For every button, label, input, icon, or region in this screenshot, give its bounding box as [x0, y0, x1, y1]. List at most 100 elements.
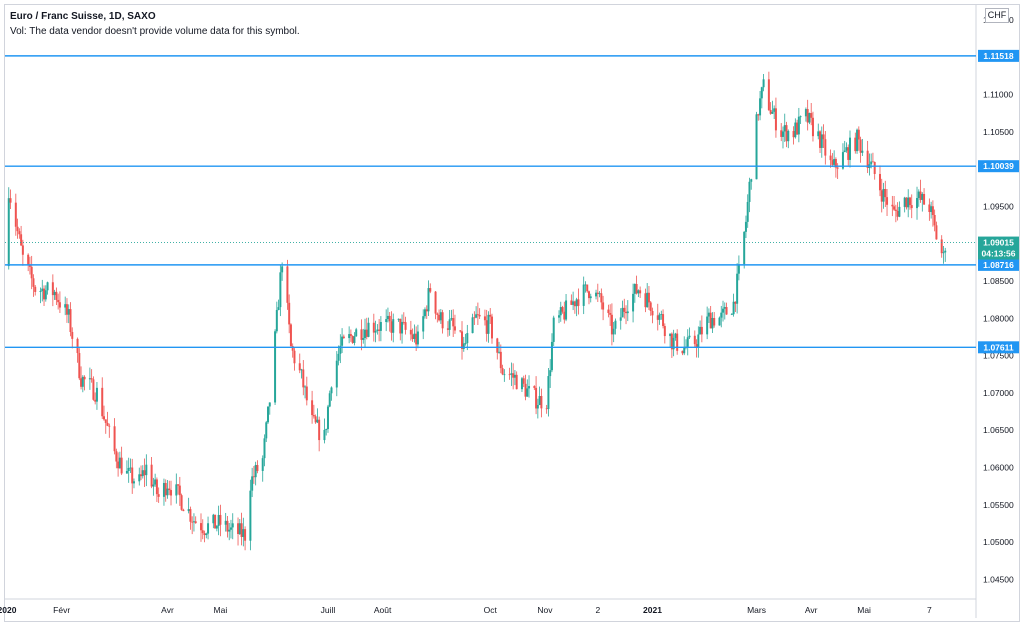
- candle-body: [834, 158, 837, 168]
- candle-body: [362, 338, 365, 340]
- time-tick-label: Mai: [214, 605, 228, 615]
- candle-body: [326, 406, 329, 430]
- candle-body: [824, 139, 827, 156]
- currency-button[interactable]: CHF: [985, 8, 1009, 23]
- candle-body: [607, 309, 610, 314]
- candle-body: [402, 321, 405, 323]
- candle-body: [217, 514, 220, 527]
- candle-body: [304, 386, 307, 388]
- candle-body: [256, 464, 259, 471]
- candle-body: [635, 283, 638, 294]
- candle-body: [931, 206, 934, 215]
- candle-body: [388, 315, 391, 322]
- candle-body: [268, 402, 271, 407]
- candle-body: [856, 129, 859, 152]
- candle-body: [95, 387, 98, 402]
- candle-body: [378, 329, 381, 331]
- candle-body: [83, 376, 86, 380]
- time-tick-label: Août: [374, 605, 392, 615]
- candle-body: [462, 343, 465, 349]
- candle-body: [351, 335, 354, 343]
- candle-body: [240, 523, 243, 537]
- symbol-title[interactable]: Euro / Franc Suisse, 1D, SAXO: [10, 11, 156, 22]
- candle-body: [379, 322, 382, 331]
- candle-body: [930, 206, 933, 213]
- candle-body: [67, 309, 70, 315]
- candle-body: [755, 114, 758, 180]
- candle-body: [180, 495, 183, 510]
- candle-body: [342, 336, 345, 339]
- candle-body: [681, 350, 684, 354]
- candle-body: [647, 292, 650, 303]
- candle-body: [353, 336, 356, 343]
- candle-body: [584, 284, 587, 286]
- candle-body: [792, 130, 795, 138]
- candle-body: [154, 479, 157, 485]
- candle-body: [820, 134, 823, 148]
- candle-body: [30, 266, 33, 279]
- candle-body: [748, 181, 751, 202]
- candle-body: [845, 147, 848, 151]
- candle-body: [799, 116, 802, 118]
- time-tick-label: 7: [927, 605, 932, 615]
- candle-body: [152, 484, 155, 487]
- candle-body: [760, 87, 763, 99]
- candle-body: [736, 273, 739, 304]
- candle-body: [118, 457, 121, 469]
- candle-body: [242, 529, 245, 537]
- candle-body: [501, 368, 504, 375]
- candle-body: [244, 529, 247, 541]
- candle-body: [478, 314, 481, 317]
- candle-body: [14, 202, 17, 227]
- candle-body: [113, 426, 116, 452]
- candle-body: [316, 419, 319, 423]
- candle-body: [508, 374, 511, 376]
- candle-body: [461, 331, 464, 349]
- candle-body: [274, 331, 277, 403]
- candle-body: [464, 343, 467, 344]
- candle-body: [637, 290, 640, 294]
- candle-body: [644, 293, 647, 308]
- candle-body: [833, 158, 836, 165]
- candle-body: [718, 317, 721, 326]
- price-tick-label: 1.08000: [983, 313, 1014, 323]
- candle-body: [325, 429, 328, 430]
- candle-body: [483, 316, 486, 321]
- candle-body: [552, 317, 555, 342]
- candle-body: [773, 108, 776, 112]
- candle-body: [69, 309, 72, 333]
- candle-body: [104, 419, 107, 423]
- candle-body: [438, 314, 441, 321]
- candle-body: [707, 312, 710, 317]
- candle-body: [120, 457, 123, 474]
- candle-body: [921, 193, 924, 200]
- candle-body: [896, 210, 899, 217]
- candle-body: [734, 301, 737, 304]
- price-tick-label: 1.05000: [983, 537, 1014, 547]
- candle-body: [785, 125, 788, 142]
- candle-body: [940, 239, 943, 254]
- chart-frame: [4, 4, 1020, 622]
- price-tick-label: 1.07500: [983, 351, 1014, 361]
- price-tick-label: 1.10500: [983, 127, 1014, 137]
- candle-body: [434, 291, 437, 314]
- candle-body: [64, 304, 67, 308]
- candle-body: [880, 190, 883, 202]
- level-price-tag-text: 1.11518: [983, 51, 1014, 61]
- candle-body: [762, 79, 765, 88]
- candle-body: [656, 315, 659, 320]
- candle-body: [700, 326, 703, 335]
- candle-body: [177, 484, 180, 486]
- candle-body: [891, 204, 894, 207]
- candle-body: [794, 122, 797, 138]
- candle-body: [267, 406, 270, 423]
- candle-body: [609, 313, 612, 315]
- candle-body: [57, 299, 60, 303]
- candle-body: [720, 312, 723, 318]
- candle-body: [46, 282, 49, 291]
- candle-body: [228, 529, 231, 532]
- candle-body: [598, 293, 601, 295]
- candle-body: [903, 197, 906, 207]
- candle-body: [577, 299, 580, 306]
